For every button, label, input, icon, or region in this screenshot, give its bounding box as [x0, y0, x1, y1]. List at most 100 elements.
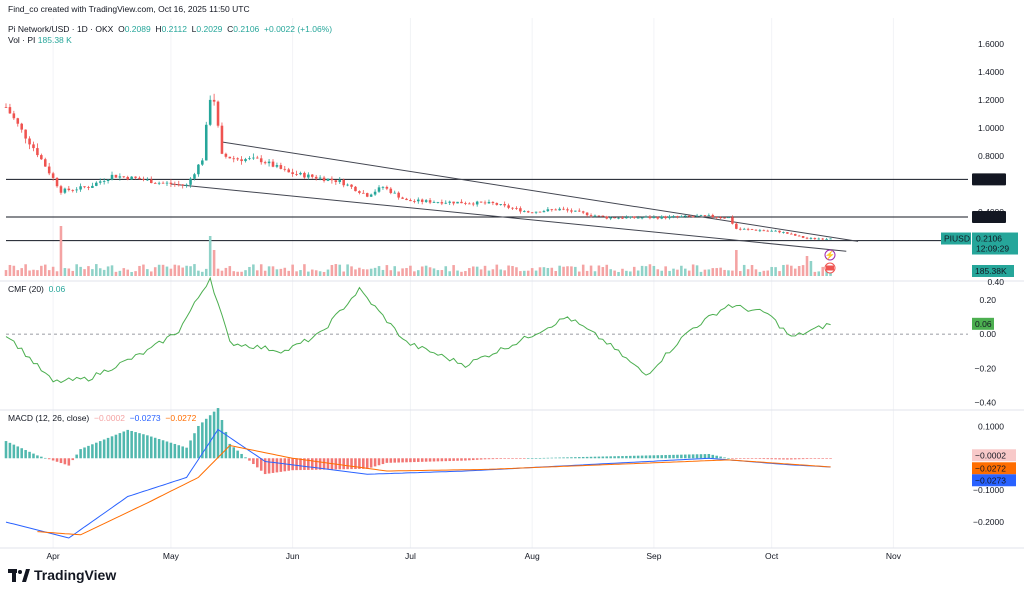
volume-bar [703, 269, 707, 276]
volume-bar [668, 270, 671, 276]
candle-body [817, 238, 821, 240]
candle-body [809, 238, 813, 239]
candle-body [711, 215, 715, 218]
volume-bar [67, 268, 71, 276]
candle-body [397, 192, 400, 198]
change-value: +0.0022 (+1.06%) [264, 24, 333, 34]
candle-body [346, 184, 349, 186]
macd-histogram-bar [558, 457, 561, 459]
volume-bar [322, 271, 326, 276]
volume-bar [428, 267, 432, 276]
macd-histogram-bar [774, 458, 777, 460]
candle-body [727, 217, 730, 219]
candle-body [36, 148, 39, 156]
candle-body [354, 186, 357, 192]
candle-body [134, 176, 137, 178]
time-axis-label: Nov [886, 551, 902, 561]
candle-body [479, 201, 483, 203]
volume-bar [59, 226, 63, 276]
candle-body [338, 179, 342, 183]
macd-histogram-bar [114, 434, 118, 459]
volume-bar [727, 270, 730, 276]
macd-histogram-bar [809, 458, 813, 459]
candle-body [59, 186, 63, 193]
candle-body [126, 177, 129, 180]
volume-bar [515, 267, 518, 276]
candle-body [55, 177, 59, 187]
volume-bar [644, 266, 648, 276]
volume-bar [577, 271, 581, 276]
candle-body [424, 200, 428, 202]
macd-histogram-bar [691, 454, 695, 459]
macd-histogram-bar [236, 450, 239, 459]
ohlc-legend: Pi Network/USD · 1D · OKX O0.2089 H0.211… [8, 24, 332, 35]
volume-bar [350, 266, 353, 276]
volume-bar [636, 270, 640, 276]
candle-body [142, 179, 145, 181]
candle-body [110, 174, 114, 180]
macd-histogram-bar [389, 458, 393, 463]
macd-histogram-bar [707, 454, 711, 459]
volume-bar [550, 267, 554, 276]
volume-bar [338, 264, 342, 276]
open-label: O [118, 24, 125, 34]
candle-body [32, 144, 35, 149]
candle-body [507, 205, 510, 208]
volume-bar [102, 269, 106, 276]
candle-body [577, 210, 581, 212]
macd-histogram-bar [460, 458, 463, 461]
macd-histogram-bar [550, 457, 554, 459]
volume-bar [150, 271, 153, 276]
volume-bar [499, 269, 503, 276]
candle-body [801, 236, 805, 238]
trendlines[interactable] [170, 141, 859, 252]
candle-body [295, 174, 298, 175]
chart-caption: Find_co created with TradingView.com, Oc… [8, 4, 250, 14]
macd-line-value: −0.0273 [129, 413, 161, 423]
time-axis[interactable]: Apr May Jun Jul Aug Sep Oct Nov [47, 551, 902, 561]
lightning-event-icon [824, 249, 836, 261]
macd-histogram-bar [240, 453, 243, 459]
volume-bar [71, 270, 75, 276]
volume-bar [487, 270, 491, 276]
macd-histogram-bar [51, 458, 55, 461]
candle-body [326, 178, 330, 181]
volume-bar [153, 267, 157, 276]
candle-body [617, 217, 620, 219]
volume-bar [735, 250, 738, 276]
candle-body [67, 188, 71, 191]
volume-bar [664, 266, 667, 276]
candle-body [625, 217, 628, 219]
volume-bar [47, 270, 51, 276]
candle-body [43, 159, 47, 167]
cmf-axis-label: 0.00 [979, 329, 996, 339]
macd-histogram-bar [208, 415, 212, 459]
volume-bar [723, 269, 726, 276]
candle-body [766, 230, 770, 232]
volume-bar [585, 270, 589, 276]
candle-body [750, 229, 754, 231]
horizontal-levels[interactable] [6, 178, 968, 242]
tradingview-logo[interactable]: TradingView [8, 567, 116, 583]
macd-histogram-bar [365, 458, 369, 469]
candle-body [314, 176, 318, 179]
candle-body [83, 186, 86, 188]
macd-histogram-bar [20, 448, 23, 459]
candle-body [715, 217, 718, 218]
candle-body [106, 179, 110, 181]
candle-body [307, 174, 310, 178]
candle-body [742, 228, 746, 230]
candle-body [204, 124, 208, 161]
candle-body [774, 230, 777, 232]
macd-histogram-bar [813, 458, 817, 459]
macd-histogram-bar [228, 443, 232, 459]
macd-histogram-bar [766, 458, 770, 460]
candle-body [558, 208, 561, 211]
candle-body [519, 208, 522, 212]
volume-bar [4, 270, 8, 276]
macd-histogram-bar [71, 458, 75, 461]
volume-bar [83, 269, 86, 276]
macd-histogram-bar [126, 429, 129, 459]
open-value: 0.2089 [124, 24, 151, 34]
